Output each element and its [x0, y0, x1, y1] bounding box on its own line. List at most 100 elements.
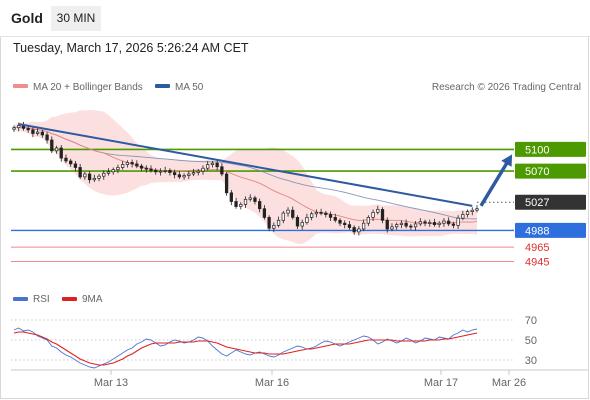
candle-body: [102, 172, 106, 177]
projection-arrow-shaft: [479, 158, 511, 207]
candle-body: [343, 222, 347, 225]
candle-body: [31, 129, 35, 134]
ma20-legend-swatch: [13, 84, 28, 88]
candle-body: [267, 217, 271, 229]
level-label-4945: 4945: [525, 257, 549, 269]
candle-body: [300, 222, 304, 227]
candle-body: [319, 211, 323, 214]
candle-body: [69, 160, 73, 165]
candle-body: [366, 217, 370, 224]
rsi-ma-legend-swatch: [62, 297, 77, 301]
candle-body: [461, 214, 465, 219]
rsi-ma-line: [13, 331, 478, 366]
candle-body: [470, 209, 474, 212]
candle-body: [92, 177, 96, 181]
candle-body: [399, 222, 404, 225]
candle-body: [196, 170, 200, 173]
candle-body: [447, 220, 451, 225]
candle-body: [338, 219, 342, 224]
instrument-title: Gold: [11, 10, 43, 26]
candle-body: [40, 131, 44, 136]
candle-body: [87, 173, 92, 181]
candle-body: [78, 167, 82, 178]
candle-body: [243, 198, 248, 205]
candle-body: [361, 222, 366, 230]
level-label-5027: 5027: [525, 197, 549, 209]
candle-body: [239, 204, 243, 207]
candle-body: [54, 147, 59, 152]
candle-body: [26, 128, 30, 131]
rsi-tick-label-30: 30: [525, 355, 537, 367]
level-tag-5070: [515, 163, 586, 179]
candle-body: [135, 163, 139, 167]
candle-body: [286, 209, 290, 214]
candle-body: [144, 167, 148, 170]
timestamp: Tuesday, March 17, 2026 5:26:24 AM CET: [13, 41, 249, 55]
level-label-5070: 5070: [525, 166, 549, 178]
candle-body: [12, 127, 16, 130]
candle-body: [191, 172, 196, 175]
candle-body: [437, 222, 441, 225]
candle-body: [371, 211, 375, 218]
candle-body: [234, 201, 238, 207]
candle-body: [139, 165, 144, 169]
candle-body: [328, 214, 333, 218]
candle-body: [83, 173, 87, 178]
candle-body: [291, 209, 295, 218]
candle-body: [380, 209, 385, 221]
rsi-tick-label-70: 70: [525, 315, 537, 327]
ma50-legend-swatch: [155, 84, 170, 88]
level-label-5100: 5100: [525, 144, 549, 156]
candle-body: [163, 170, 167, 172]
candle-body: [116, 167, 120, 171]
candle-body: [158, 170, 163, 173]
trendline: [18, 123, 473, 207]
candle-body: [182, 175, 186, 178]
candle-body: [253, 197, 257, 202]
candle-body: [177, 174, 181, 178]
candle-body: [210, 162, 215, 165]
candle-body: [305, 217, 309, 223]
candle-body: [357, 228, 361, 233]
candle-body: [229, 192, 233, 202]
candle-body: [248, 197, 252, 200]
candle-body: [106, 171, 111, 174]
level-label-4988: 4988: [525, 225, 549, 237]
rsi-line: [13, 327, 478, 369]
candle-body: [206, 164, 210, 169]
ma50-legend-label: MA 50: [175, 82, 204, 93]
candle-body: [168, 170, 172, 173]
candle-body: [456, 217, 460, 226]
interval-button[interactable]: 30 MIN: [51, 6, 101, 31]
rsi-legend-label: RSI: [33, 294, 50, 305]
rsi-ma-legend-label: 9MA: [82, 294, 103, 305]
candle-body: [73, 163, 78, 168]
x-axis-labels: Mar 13 Mar 16 Mar 17 Mar 26: [94, 370, 526, 389]
candle-body: [17, 125, 21, 129]
candle-body: [130, 162, 134, 165]
price-layer: 5100 5070 5027 4988 4965 4945: [11, 110, 586, 269]
candle-body: [423, 221, 427, 224]
x-tick-label: Mar 26: [492, 377, 526, 389]
candle-body: [64, 157, 68, 162]
candle-body: [35, 131, 40, 134]
candle-body: [59, 147, 63, 159]
candle-body: [352, 227, 356, 233]
x-tick-label: Mar 16: [255, 377, 289, 389]
candle-body: [413, 223, 418, 228]
candle-body: [187, 173, 191, 176]
candle-body: [154, 170, 158, 173]
candle-body: [385, 219, 389, 230]
ma20-line: [13, 126, 478, 224]
candle-body: [201, 167, 205, 172]
candle-body: [121, 164, 125, 168]
candle-body: [310, 213, 314, 218]
x-tick-label: Mar 13: [94, 377, 128, 389]
rsi-legend-swatch: [13, 297, 28, 301]
candle-body: [409, 225, 413, 228]
candle-body: [276, 219, 281, 226]
candle-body: [125, 162, 130, 165]
level-tag-4988: [515, 222, 586, 238]
candle-body: [258, 201, 262, 210]
candle-body: [324, 212, 328, 215]
